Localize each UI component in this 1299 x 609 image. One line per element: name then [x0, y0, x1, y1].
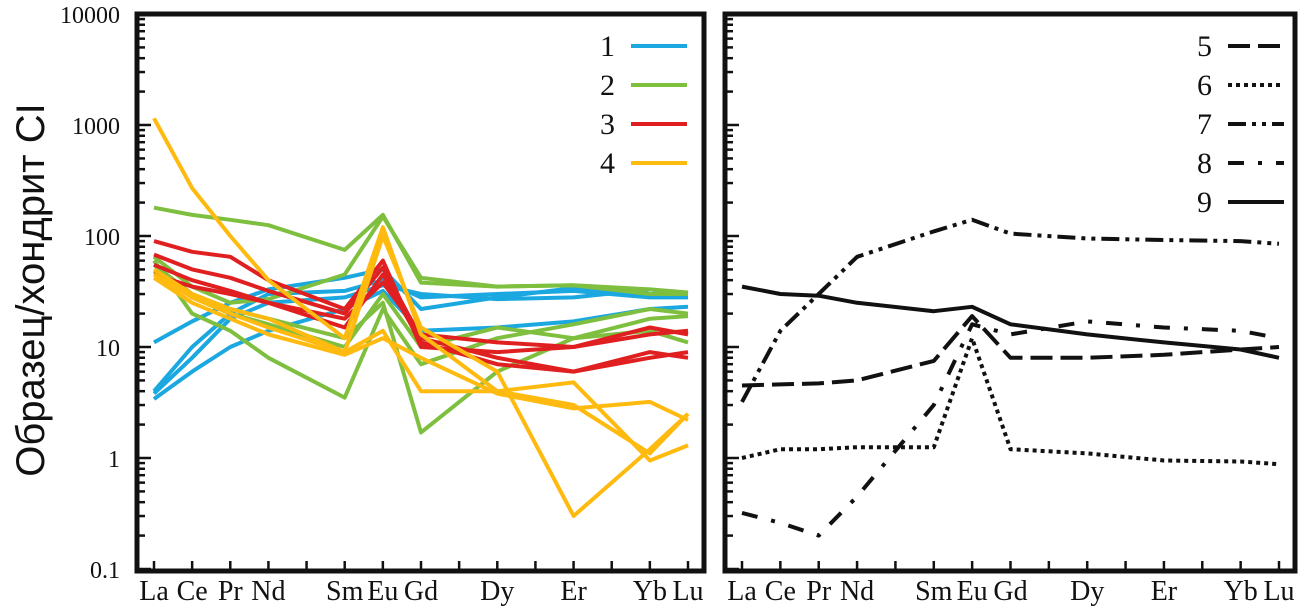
y-tick-labels: 0.1 1 10 100 1000 10000: [60, 3, 120, 584]
series-line-6: [741, 336, 1280, 467]
y-tick-label: 1: [108, 447, 120, 473]
series-line-5: [741, 314, 1280, 388]
x-tick-label: La: [139, 576, 169, 607]
x-tick-label: Nd: [840, 576, 874, 607]
series-line-4: [152, 234, 690, 518]
x-tick-label: Er: [560, 576, 587, 607]
series-line-2: [152, 214, 688, 305]
series-line-3: [153, 272, 689, 349]
x-tick-label: Sm: [915, 576, 953, 607]
x-tick-label: La: [727, 576, 757, 607]
x-tick-label: Eu: [367, 576, 398, 607]
x-tick-label: Dy: [480, 576, 514, 607]
x-tick-label: Lu: [672, 576, 703, 607]
legend-label: 4: [600, 147, 615, 180]
x-tick-label: Yb: [1224, 576, 1258, 607]
legend-label: 7: [1197, 108, 1212, 141]
x-tick-label: Ce: [765, 576, 796, 607]
legend-label: 2: [600, 69, 615, 102]
series-line-9: [741, 284, 1280, 360]
x-tick-label: Gd: [993, 576, 1027, 607]
x-tick-label: Pr: [806, 576, 832, 607]
series-group: [152, 117, 690, 518]
x-tick-label: Yb: [633, 576, 667, 607]
y-tick-label: 0.1: [90, 558, 120, 584]
x-tick-label: Gd: [404, 576, 438, 607]
x-tick-label: Dy: [1070, 576, 1104, 607]
right-panel: La Ce Pr Nd Sm Eu Gd Dy Er Yb Lu 5 6 7 8 9: [722, 11, 1298, 607]
series-line-4: [152, 276, 689, 422]
series-line-7: [740, 217, 1280, 403]
y-axis-title: Образец/хондрит CI: [9, 103, 53, 476]
x-tick-label: Ce: [177, 576, 208, 607]
series-line-8: [741, 319, 1280, 538]
y-tick-label: 10: [96, 336, 120, 362]
x-tick-label: Eu: [957, 576, 988, 607]
legend-label: 1: [600, 30, 615, 63]
legend: 5 6 7 8 9: [1197, 30, 1284, 219]
x-tick-label: Lu: [1263, 576, 1294, 607]
y-tick-label: 1000: [72, 114, 120, 140]
series-line-4: [152, 117, 690, 456]
left-panel: La Ce Pr Nd Sm Eu Gd Dy Er Yb Lu 1 2 3 4: [134, 11, 707, 607]
y-tick-label: 10000: [60, 3, 120, 29]
legend: 1 2 3 4: [600, 30, 687, 180]
x-tick-label: Er: [1151, 576, 1178, 607]
x-tick-label: Sm: [326, 576, 364, 607]
legend-label: 3: [600, 108, 615, 141]
series-group: [740, 217, 1280, 538]
series-line-3: [153, 262, 689, 374]
series-line-4: [152, 272, 689, 463]
x-tick-label: Nd: [251, 576, 285, 607]
y-tick-label: 100: [84, 225, 120, 251]
legend-label: 5: [1197, 30, 1212, 63]
legend-label: 6: [1197, 69, 1212, 102]
series-line-3: [153, 239, 689, 355]
legend-label: 9: [1197, 186, 1212, 219]
legend-label: 8: [1197, 147, 1212, 180]
x-tick-label: Pr: [218, 576, 244, 607]
